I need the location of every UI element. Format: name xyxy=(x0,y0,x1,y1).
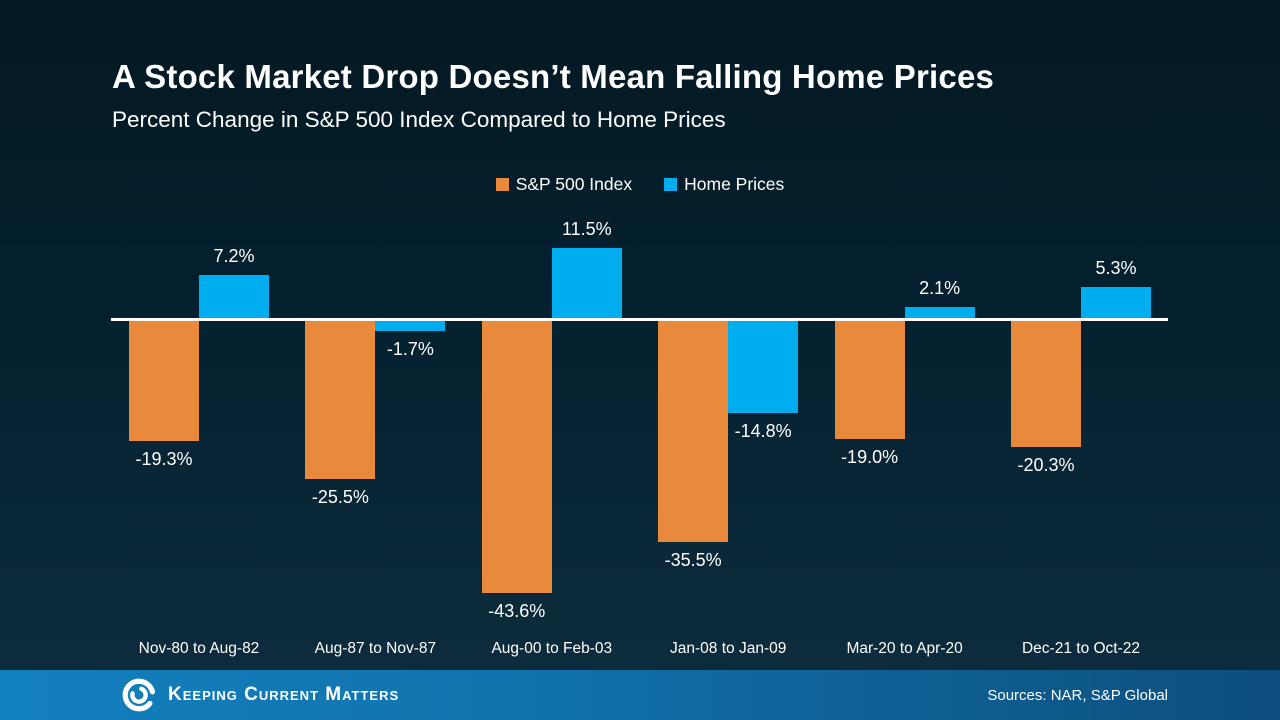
home-prices-legend-label: Home Prices xyxy=(684,174,785,194)
x-axis-label-0: Nov-80 to Aug-82 xyxy=(138,640,260,657)
bar-chart-plot-area: -19.3% 7.2% Nov-80 to Aug-82 -25.5% -1.7% Aug… xyxy=(111,210,1168,670)
chart-subtitle: Percent Change in S&P 500 Index Compared… xyxy=(112,107,726,132)
x-axis-label-5: Dec-21 to Oct-22 xyxy=(1021,640,1141,657)
bar-sp500-3 xyxy=(658,320,729,542)
legend-item-sp500: S&P 500 Index xyxy=(495,174,633,195)
x-axis-label-1: Aug-87 to Nov-87 xyxy=(314,640,437,657)
value-label-sp500-3: -35.5% xyxy=(664,549,722,570)
legend-item-home-prices: Home Prices xyxy=(664,174,784,195)
bar-home-prices-1 xyxy=(375,320,446,331)
bar-home-prices-2 xyxy=(551,248,622,320)
value-label-home-prices-3: -14.8% xyxy=(734,420,792,441)
bar-sp500-5 xyxy=(1011,320,1081,447)
kcm-swirl-logo-icon xyxy=(122,678,156,712)
bar-home-prices-3 xyxy=(728,320,799,413)
value-label-sp500-4: -19.0% xyxy=(841,446,899,467)
value-label-home-prices-0: 7.2% xyxy=(213,246,255,266)
sources-text: Sources: NAR, S&P Global xyxy=(987,686,1168,704)
value-label-home-prices-2: 11.5% xyxy=(561,219,612,240)
chart-title: A Stock Market Drop Doesn’t Mean Falling… xyxy=(112,58,995,95)
bar-sp500-0 xyxy=(129,320,199,441)
brand-lockup: Keeping Current Matters xyxy=(120,676,399,714)
value-label-sp500-2: -43.6% xyxy=(488,600,546,621)
bar-home-prices-5 xyxy=(1081,286,1151,320)
bar-sp500-2 xyxy=(481,320,552,593)
value-label-home-prices-1: -1.7% xyxy=(386,338,434,359)
chart-legend: S&P 500 Index Home Prices xyxy=(0,174,1280,195)
bar-sp500-1 xyxy=(305,320,376,480)
brand-name: Keeping Current Matters xyxy=(168,684,400,705)
x-axis-label-3: Jan-08 to Jan-09 xyxy=(670,640,787,657)
value-label-home-prices-5: 5.3% xyxy=(1095,257,1137,278)
x-axis-label-4: Mar-20 to Apr-20 xyxy=(846,640,963,657)
home-prices-legend-swatch xyxy=(664,178,678,191)
bar-sp500-4 xyxy=(834,320,905,439)
footer-bar: Keeping Current Matters Sources: NAR, S&… xyxy=(0,670,1280,720)
value-label-home-prices-4: 2.1% xyxy=(919,277,961,298)
value-label-sp500-5: -20.3% xyxy=(1017,454,1075,475)
bar-home-prices-0 xyxy=(199,275,269,320)
x-axis-label-2: Aug-00 to Feb-03 xyxy=(491,640,613,657)
value-label-sp500-1: -25.5% xyxy=(311,487,369,508)
value-label-sp500-0: -19.3% xyxy=(135,448,193,469)
sp500-legend-label: S&P 500 Index xyxy=(515,174,633,194)
zero-baseline xyxy=(111,318,1168,321)
sp500-legend-swatch xyxy=(495,178,509,191)
bar-home-prices-4 xyxy=(904,306,975,320)
